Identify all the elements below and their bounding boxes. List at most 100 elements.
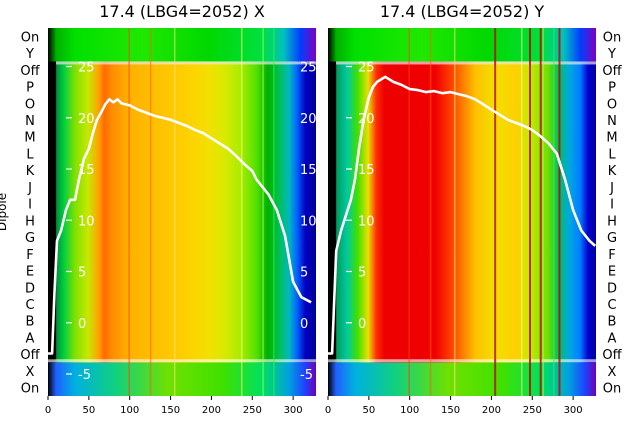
row-label: E [608,265,616,280]
x-tick-label: 50 [362,405,375,416]
x-tick-label: 50 [82,405,95,416]
row-label: K [26,164,35,179]
row-label: E [26,265,34,280]
x-tick-label: 100 [120,405,139,416]
heatmap-streak [128,28,130,396]
heatmap-bottom-band [328,362,596,396]
row-label: N [25,114,35,129]
row-label: A [608,331,617,346]
chart-title: 17.4 (LBG4=2052) Y [380,2,545,21]
row-label: D [25,281,35,296]
row-label: Off [602,64,622,79]
heatmap-bottom-band [48,362,316,396]
heatmap-edge [48,61,56,360]
row-label: F [26,248,33,263]
row-label: Off [20,348,40,363]
overlay-tick-label: -5 [78,368,91,383]
heatmap-top-off-line [48,61,316,65]
row-label: G [607,231,617,246]
overlay-tick-label-right: 10 [300,214,317,229]
row-label: N [607,114,617,129]
x-tick-label: 300 [564,405,583,416]
overlay-tick-label: 25 [78,61,95,76]
heatmap-body [48,28,316,396]
heatmap-streak [542,28,544,396]
heatmap-streak [429,28,432,396]
row-label: G [25,231,35,246]
overlay-series-line [328,75,597,355]
x-tick-label: 150 [161,405,180,416]
row-label: B [608,315,617,330]
row-label: I [28,198,32,213]
heatmap-streak [494,28,497,396]
overlay-tick-label: 5 [358,266,366,281]
heatmap-streak [408,28,410,396]
overlay-tick-label-right: 5 [300,266,308,281]
overlay-tick-label: 10 [78,214,95,229]
overlay-tick-label: 5 [78,266,86,281]
x-tick-label: 150 [441,405,460,416]
row-label: A [26,331,35,346]
overlay-tick-label-right: 25 [300,61,317,76]
row-label: P [26,81,34,96]
x-tick-label: 250 [243,405,262,416]
x-tick-label: 200 [202,405,221,416]
row-label: J [27,181,32,196]
heatmap-bottom-off-line [328,359,596,363]
row-label: J [609,181,614,196]
row-label: I [610,198,614,213]
heatmap-streak [453,28,456,396]
heatmap-streak [262,28,264,396]
row-label: Off [20,64,40,79]
row-label: P [608,81,616,96]
heatmap-streak [149,28,152,396]
overlay-tick-label: 0 [78,317,86,332]
overlay-tick-label: 15 [358,163,375,178]
overlay-tick-label: 20 [358,112,375,127]
row-label: M [606,131,617,146]
heatmap-streak [553,28,555,396]
row-label: On [603,30,621,45]
row-label: C [25,298,34,313]
heatmap-streak [273,28,275,396]
overlay-tick-label-right: 15 [300,163,317,178]
heatmap-streak [558,28,561,396]
x-tick-label: 300 [284,405,303,416]
heatmap-streak [520,28,523,396]
row-label: C [607,298,616,313]
overlay-tick-label-right: 0 [300,317,308,332]
overlay-tick-label-right: 20 [300,112,317,127]
row-label: X [608,365,617,380]
row-label: Y [25,47,34,62]
heatmap-top-band [48,28,316,62]
row-label: H [25,214,35,229]
row-label: F [608,248,615,263]
heatmap-body [328,28,596,396]
row-label: M [24,131,35,146]
overlay-tick-label: 10 [358,214,375,229]
overlay-tick-label: 25 [358,61,375,76]
heatmap-streak [173,28,176,396]
overlay-tick-label: 0 [358,317,366,332]
x-tick-label: 200 [482,405,501,416]
overlay-series-line [48,98,312,355]
row-label: O [25,97,35,112]
overlay-tick-label-right: -5 [300,368,313,383]
row-label: D [607,281,617,296]
heatmap-top-off-line [328,61,596,65]
row-label: Y [607,47,616,62]
row-label: X [26,365,35,380]
row-label: L [26,147,34,162]
x-tick-label: 0 [325,405,331,416]
row-label: B [26,315,35,330]
row-label: H [607,214,617,229]
x-tick-label: 250 [523,405,542,416]
row-label: Off [602,348,622,363]
heatmap-streak [240,28,243,396]
row-label: On [603,382,621,397]
x-tick-label: 100 [400,405,419,416]
heatmap-bottom-off-line [48,359,316,363]
heatmap-top-band [328,28,596,62]
